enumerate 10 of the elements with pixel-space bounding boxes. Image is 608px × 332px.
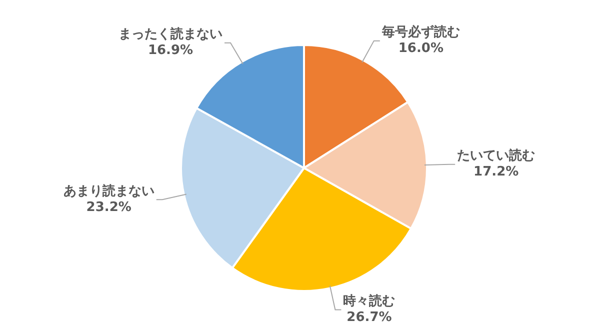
data-label: 23.2% <box>86 200 132 216</box>
slice-label: 毎号必ず読む <box>380 24 460 40</box>
data-label: 16.0% <box>398 41 444 56</box>
data-label: 17.2% <box>474 164 519 180</box>
data-label: 16.9% <box>148 43 194 58</box>
slice-label: まったく読まない <box>118 26 223 42</box>
slice-label: たいてい読む <box>457 148 536 164</box>
data-label: 26.7% <box>346 310 392 326</box>
slice-label: 時々読む <box>343 293 396 310</box>
slice-label: あまり読まない <box>63 183 154 200</box>
